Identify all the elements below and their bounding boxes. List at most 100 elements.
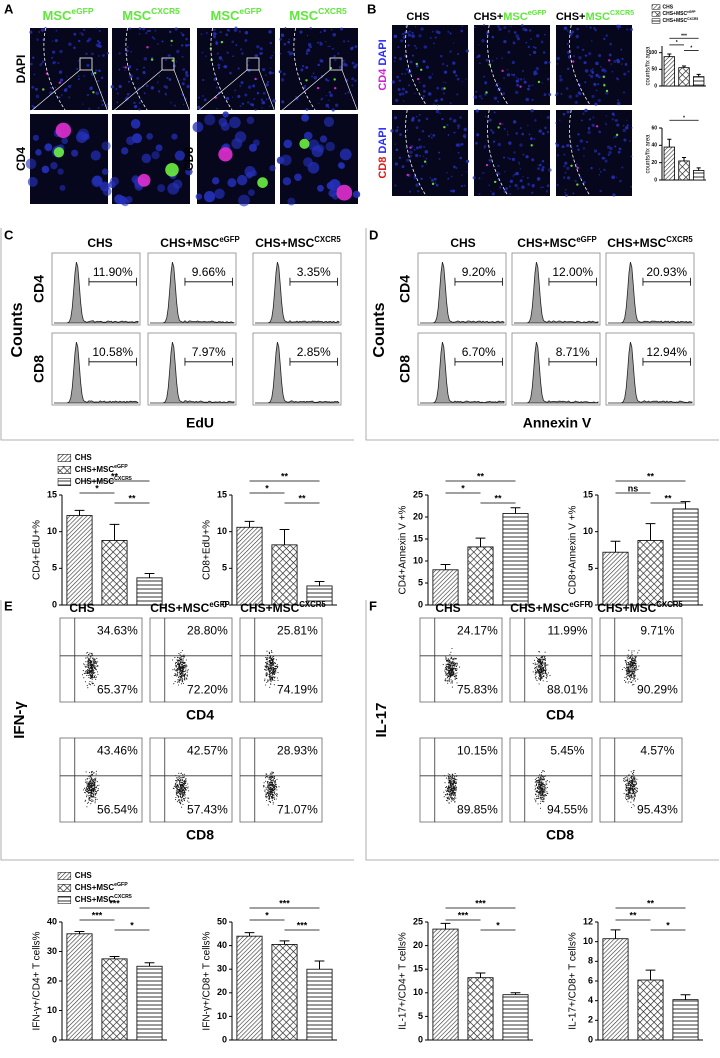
event xyxy=(540,663,542,665)
event xyxy=(182,774,184,776)
nucleus xyxy=(575,94,579,98)
event xyxy=(90,796,92,798)
event xyxy=(265,780,267,782)
bar xyxy=(678,67,690,87)
event xyxy=(630,786,632,788)
event xyxy=(546,786,548,789)
nucleus xyxy=(91,175,103,188)
event xyxy=(271,651,273,653)
event xyxy=(88,662,90,664)
nucleus xyxy=(506,69,509,71)
nucleus xyxy=(530,38,532,40)
event xyxy=(450,674,452,676)
event xyxy=(455,781,457,783)
significance-label: * xyxy=(265,910,269,920)
event xyxy=(93,781,95,784)
nucleus xyxy=(527,124,529,127)
cell-signal xyxy=(485,91,488,94)
event xyxy=(184,663,186,665)
event xyxy=(176,669,178,671)
event xyxy=(535,787,537,789)
nucleus xyxy=(476,133,480,137)
nucleus xyxy=(222,66,225,68)
event xyxy=(174,675,176,677)
event xyxy=(176,789,179,791)
event xyxy=(85,799,87,801)
nucleus xyxy=(608,53,612,57)
cell-signal xyxy=(501,69,504,73)
nucleus xyxy=(173,104,177,107)
event xyxy=(272,777,274,779)
event xyxy=(174,662,177,664)
event xyxy=(268,800,270,802)
quadrant-percent: 90.29% xyxy=(637,682,678,696)
event xyxy=(534,662,536,664)
event xyxy=(271,666,273,668)
nucleus xyxy=(626,119,628,121)
nucleus xyxy=(566,176,571,180)
event xyxy=(273,795,275,797)
nucleus xyxy=(217,63,221,67)
nucleus xyxy=(586,140,589,144)
nucleus xyxy=(98,44,102,48)
event xyxy=(538,781,541,783)
event xyxy=(631,662,633,664)
event xyxy=(265,657,267,659)
event xyxy=(633,779,635,781)
event xyxy=(265,795,267,797)
gate-percent: 7.97% xyxy=(192,345,226,359)
y-tick-label: 0 xyxy=(52,599,57,609)
nucleus xyxy=(100,76,104,80)
column-header: CHS xyxy=(450,236,475,250)
event xyxy=(445,789,447,791)
event xyxy=(451,789,453,791)
y-tick-label: 0 xyxy=(418,599,423,609)
cell-signal xyxy=(218,147,233,162)
nucleus xyxy=(82,103,84,105)
nucleus xyxy=(611,175,615,180)
event xyxy=(92,788,94,790)
event xyxy=(179,788,181,790)
nucleus xyxy=(344,92,347,95)
gate-percent: 8.71% xyxy=(556,345,590,359)
event xyxy=(453,778,455,780)
event xyxy=(89,670,91,672)
nucleus xyxy=(566,29,569,32)
nucleus xyxy=(98,41,101,44)
event xyxy=(451,790,453,792)
nucleus xyxy=(538,129,542,133)
event xyxy=(447,658,449,660)
event xyxy=(179,679,181,682)
event xyxy=(89,798,91,800)
cell-signal xyxy=(498,122,502,125)
event xyxy=(175,799,177,801)
nucleus xyxy=(507,141,512,145)
nucleus xyxy=(327,79,330,82)
event xyxy=(631,779,633,782)
event xyxy=(271,665,273,667)
nucleus xyxy=(50,161,58,170)
nucleus xyxy=(496,57,498,60)
event xyxy=(452,798,454,800)
event xyxy=(269,659,271,662)
event xyxy=(93,779,95,781)
label-base: MSC xyxy=(96,477,114,486)
nucleus xyxy=(281,100,285,104)
nucleus xyxy=(584,81,587,84)
quadrant-percent: 4.57% xyxy=(640,744,674,758)
event xyxy=(538,779,540,781)
significance-label: ** xyxy=(477,471,485,481)
legend-swatch xyxy=(651,18,661,24)
nucleus xyxy=(422,60,426,64)
nucleus xyxy=(70,84,72,86)
event xyxy=(454,786,456,788)
event xyxy=(623,792,625,794)
event xyxy=(271,782,273,784)
event xyxy=(543,795,545,797)
event xyxy=(453,664,455,667)
event xyxy=(173,668,175,670)
nucleus xyxy=(506,131,509,133)
nucleus xyxy=(519,179,523,183)
significance-label: * xyxy=(666,920,670,930)
nucleus xyxy=(406,129,408,131)
